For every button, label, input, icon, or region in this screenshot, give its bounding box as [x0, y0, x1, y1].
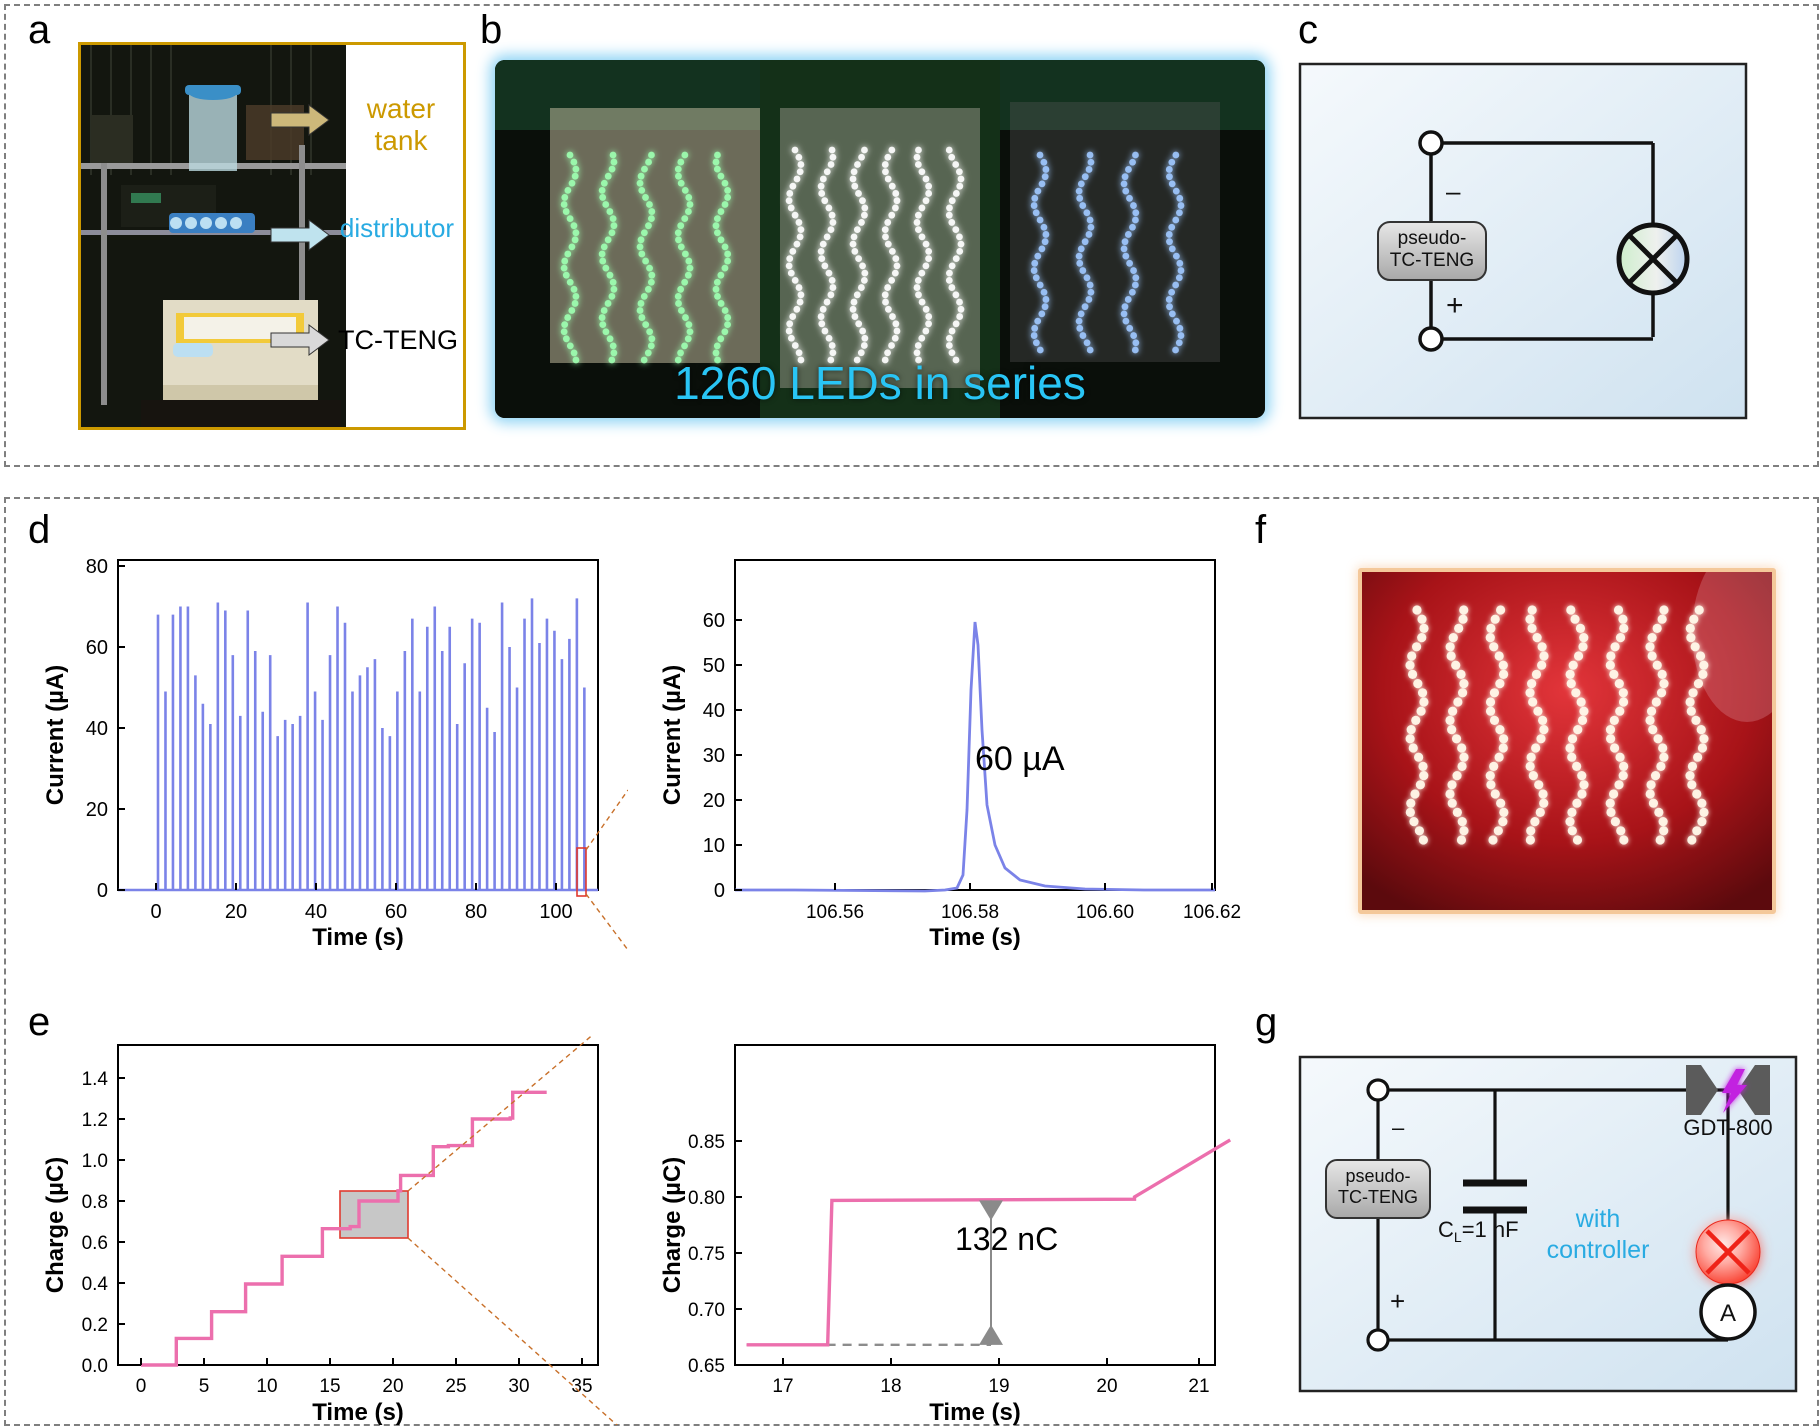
svg-text:+: + [1390, 1286, 1405, 1316]
svg-text:60: 60 [703, 610, 725, 632]
svg-text:20: 20 [1096, 1376, 1117, 1397]
svg-text:with: with [1575, 1205, 1620, 1233]
svg-text:Time (s): Time (s) [312, 924, 404, 950]
svg-text:Current (µA): Current (µA) [659, 665, 686, 805]
svg-text:Current (µA): Current (µA) [42, 665, 69, 805]
svg-text:–: – [1446, 176, 1461, 206]
svg-text:0: 0 [97, 880, 108, 902]
svg-text:–: – [1392, 1115, 1405, 1140]
svg-text:GDT-800: GDT-800 [1683, 1115, 1772, 1140]
svg-text:40: 40 [86, 718, 108, 740]
svg-text:0.65: 0.65 [688, 1356, 725, 1377]
svg-text:Time (s): Time (s) [929, 924, 1021, 950]
svg-text:1.0: 1.0 [82, 1151, 108, 1172]
svg-text:19: 19 [988, 1376, 1009, 1397]
svg-text:0.80: 0.80 [688, 1188, 725, 1209]
svg-text:18: 18 [880, 1376, 901, 1397]
svg-text:106.60: 106.60 [1076, 902, 1134, 923]
svg-text:20: 20 [703, 790, 725, 812]
svg-text:21: 21 [1188, 1376, 1209, 1397]
svg-text:20: 20 [86, 799, 108, 821]
svg-text:0: 0 [150, 901, 161, 923]
svg-text:1.2: 1.2 [82, 1110, 108, 1131]
svg-text:106.58: 106.58 [941, 902, 999, 923]
svg-text:Charge (µC): Charge (µC) [659, 1157, 686, 1294]
svg-text:132 nC: 132 nC [955, 1221, 1058, 1257]
svg-text:pseudo-: pseudo- [1398, 228, 1467, 249]
svg-text:106.56: 106.56 [806, 902, 864, 923]
svg-text:0.85: 0.85 [688, 1132, 725, 1153]
svg-text:10: 10 [703, 835, 725, 857]
svg-text:60 µA: 60 µA [975, 740, 1065, 778]
svg-text:35: 35 [571, 1376, 592, 1397]
svg-text:80: 80 [465, 901, 487, 923]
svg-text:0.2: 0.2 [82, 1315, 108, 1336]
svg-text:TC-TENG: TC-TENG [1338, 1187, 1418, 1207]
svg-text:0: 0 [714, 880, 725, 902]
svg-text:50: 50 [703, 655, 725, 677]
svg-text:10: 10 [256, 1376, 277, 1397]
svg-text:106.62: 106.62 [1183, 902, 1241, 923]
svg-text:0.0: 0.0 [82, 1356, 108, 1377]
svg-text:0.8: 0.8 [82, 1192, 108, 1213]
svg-text:5: 5 [199, 1376, 210, 1397]
svg-text:A: A [1720, 1300, 1736, 1327]
svg-text:Charge (µC): Charge (µC) [42, 1157, 69, 1294]
svg-text:+: + [1446, 289, 1464, 322]
svg-text:CL=1 nF: CL=1 nF [1438, 1217, 1519, 1245]
svg-text:100: 100 [539, 901, 572, 923]
svg-text:40: 40 [305, 901, 327, 923]
svg-text:controller: controller [1547, 1236, 1650, 1264]
svg-text:20: 20 [382, 1376, 403, 1397]
svg-text:TC-TENG: TC-TENG [1390, 250, 1474, 271]
svg-text:0.75: 0.75 [688, 1244, 725, 1265]
svg-text:0.70: 0.70 [688, 1300, 725, 1321]
svg-text:17: 17 [772, 1376, 793, 1397]
svg-text:Time (s): Time (s) [929, 1399, 1021, 1425]
svg-text:0.6: 0.6 [82, 1233, 108, 1254]
svg-text:0: 0 [136, 1376, 147, 1397]
svg-text:20: 20 [225, 901, 247, 923]
svg-text:25: 25 [445, 1376, 466, 1397]
svg-text:15: 15 [319, 1376, 340, 1397]
svg-text:0.4: 0.4 [82, 1274, 109, 1295]
svg-text:30: 30 [508, 1376, 529, 1397]
svg-text:Time (s): Time (s) [312, 1399, 404, 1425]
svg-text:40: 40 [703, 700, 725, 722]
svg-text:80: 80 [86, 556, 108, 578]
svg-text:30: 30 [703, 745, 725, 767]
svg-text:60: 60 [385, 901, 407, 923]
svg-text:pseudo-: pseudo- [1345, 1166, 1410, 1186]
svg-text:60: 60 [86, 637, 108, 659]
svg-text:1.4: 1.4 [82, 1069, 109, 1090]
